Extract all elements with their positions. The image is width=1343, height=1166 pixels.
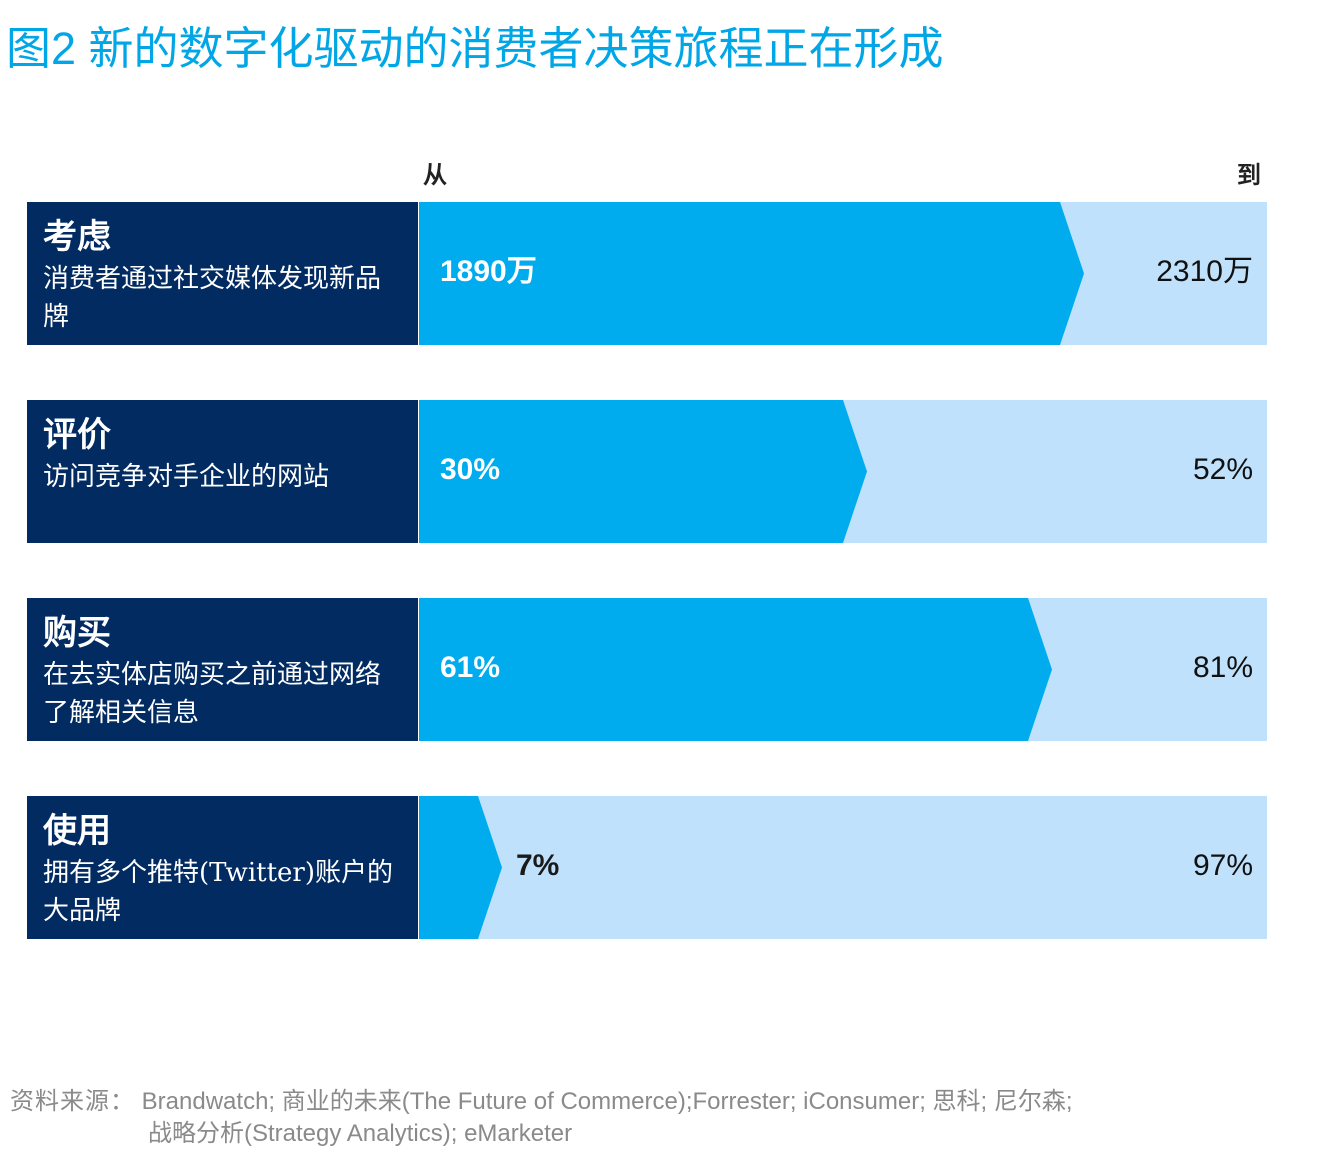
source-text-1: Brandwatch; 商业的未来(The Future of Commerce… bbox=[141, 1088, 1073, 1115]
value-from-label: 7% bbox=[516, 849, 560, 882]
value-to-label: 52% bbox=[1192, 453, 1253, 486]
bar-area: 7% 97% bbox=[419, 796, 1267, 939]
bar-from bbox=[419, 400, 867, 543]
value-from-label: 1890万 bbox=[440, 255, 537, 288]
bar-to bbox=[419, 796, 1267, 939]
bar-from bbox=[419, 796, 502, 939]
source-line-1: 资料来源： Brandwatch; 商业的未来(The Future of Co… bbox=[10, 1085, 1073, 1118]
source-label: 资料来源： bbox=[10, 1087, 135, 1115]
row-label-box: 购买在去实体店购买之前通过网络了解相关信息 bbox=[27, 598, 418, 741]
bar-area: 30% 52% bbox=[419, 400, 1267, 543]
header-to: 到 bbox=[1237, 160, 1261, 189]
row-description: 访问竞争对手企业的网站 bbox=[43, 462, 330, 492]
row-label-box: 使用拥有多个推特(Twitter)账户的大品牌 bbox=[27, 796, 418, 939]
chart-row: 评价访问竞争对手企业的网站 30% 52% bbox=[27, 400, 1267, 543]
bar-from bbox=[419, 202, 1084, 345]
row-label-box: 考虑消费者通过社交媒体发现新品牌 bbox=[27, 202, 418, 345]
bar-svg bbox=[419, 202, 1267, 345]
chart-row: 购买在去实体店购买之前通过网络了解相关信息 61% 81% bbox=[27, 598, 1267, 741]
bar-svg bbox=[419, 598, 1267, 741]
row-description: 在去实体店购买之前通过网络了解相关信息 bbox=[43, 660, 382, 728]
value-to-label: 2310万 bbox=[1156, 255, 1253, 288]
chart-title: 图2 新的数字化驱动的消费者决策旅程正在形成 bbox=[6, 23, 944, 74]
bar-area: 1890万 2310万 bbox=[419, 202, 1267, 345]
row-description: 拥有多个推特(Twitter)账户的大品牌 bbox=[43, 858, 393, 926]
bar-svg bbox=[419, 400, 1267, 543]
chart-row: 使用拥有多个推特(Twitter)账户的大品牌 7% 97% bbox=[27, 796, 1267, 939]
value-from-label: 61% bbox=[440, 651, 501, 684]
bar-from bbox=[419, 598, 1052, 741]
source-line-2: 战略分析(Strategy Analytics); eMarketer bbox=[148, 1120, 573, 1147]
value-to-label: 81% bbox=[1192, 651, 1253, 684]
value-to-label: 97% bbox=[1192, 849, 1253, 882]
bar-area: 61% 81% bbox=[419, 598, 1267, 741]
header-from: 从 bbox=[423, 160, 447, 189]
row-title: 评价 bbox=[43, 415, 111, 455]
row-description: 消费者通过社交媒体发现新品牌 bbox=[43, 264, 382, 332]
row-label-box: 评价访问竞争对手企业的网站 bbox=[27, 400, 418, 543]
row-title: 使用 bbox=[43, 811, 111, 851]
chart-row: 考虑消费者通过社交媒体发现新品牌 1890万 2310万 bbox=[27, 202, 1267, 345]
bar-svg bbox=[419, 796, 1267, 939]
value-from-label: 30% bbox=[440, 453, 501, 486]
row-title: 购买 bbox=[43, 613, 111, 653]
row-title: 考虑 bbox=[43, 217, 111, 257]
